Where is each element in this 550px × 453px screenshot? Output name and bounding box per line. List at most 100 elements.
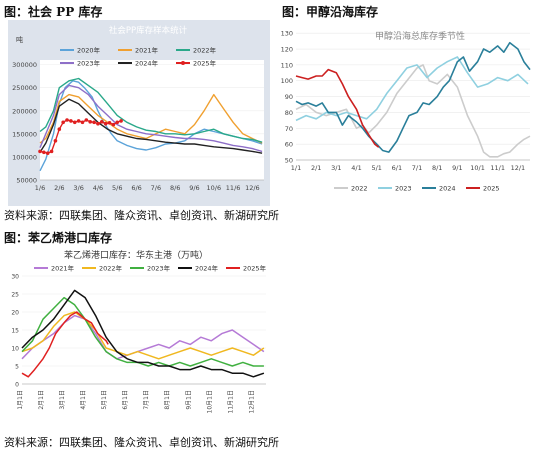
pp-chart: 50000 100000 150000 200000 250000 300000 1/6 2/…	[8, 20, 270, 206]
x-tick-label: 7/6	[151, 184, 161, 192]
y-axis-label: 吨	[16, 35, 23, 44]
plot-area	[40, 60, 264, 180]
y-tick-label: 80	[285, 109, 293, 117]
x-tick-label: 4月1日	[80, 390, 87, 410]
x-tick-label: 5/1	[371, 164, 381, 172]
legend-label-2025年: 2025年	[193, 59, 217, 68]
x-tick-label: 10/6	[206, 184, 221, 192]
legend-label-2023: 2023	[395, 185, 412, 193]
x-tick-label: 1/1	[291, 164, 301, 172]
y-tick-label: 50	[285, 157, 293, 165]
y-tick-label: 15	[11, 328, 19, 335]
y-tick-label: 120	[281, 46, 293, 54]
y-tick-label: 100000	[12, 153, 37, 161]
series-line-2021年	[39, 93, 263, 144]
x-tick-label: 4/6	[93, 184, 103, 192]
x-tick-label: 12月1日	[248, 390, 255, 413]
x-tick-label: 2月1日	[38, 390, 45, 410]
y-tick-label: 130	[281, 30, 293, 38]
x-tick-label: 11/6	[226, 184, 241, 192]
y-tick-label: 10	[11, 346, 19, 353]
x-tick-label: 11/1	[490, 164, 505, 172]
styrene-chart-svg: 0 5 10 15 20 25 30 1月1日 2月1日 3月1日 4月1日 5月1日 6月1日 7月1日…	[11, 249, 266, 413]
x-tick-label: 8月1日	[164, 390, 171, 410]
methanol-caption: 图：甲醇沿海库存	[282, 5, 379, 19]
series-point-2025年	[61, 120, 65, 125]
x-tick-label: 9月1日	[185, 390, 192, 410]
series-point-2025年	[103, 121, 108, 126]
series-point-2025年	[45, 151, 50, 156]
x-tick-label: 11月1日	[227, 390, 234, 413]
y-tick-label: 90	[285, 93, 293, 101]
series-line-2023	[295, 56, 529, 122]
x-tick-label: 3月1日	[59, 390, 66, 410]
legend-label-2024: 2024	[439, 185, 456, 193]
x-tick-label: 6/6	[131, 184, 141, 192]
y-tick-label: 70	[285, 125, 293, 133]
series-point-2025年	[99, 120, 104, 124]
chart-title: 社会PP库存样本统计	[109, 25, 188, 36]
series-point-2025年	[119, 119, 123, 123]
x-tick-label: 10/1	[470, 164, 485, 172]
x-tick-label: 5/6	[112, 184, 122, 192]
series-point-2025年	[96, 121, 100, 126]
legend-label-2023年: 2023年	[147, 264, 171, 273]
series-line-2024年	[39, 98, 263, 154]
chart-title: 甲醇沿海总库存季节性	[375, 30, 465, 42]
y-tick-label: 25	[11, 292, 19, 299]
legend-label-2021年: 2021年	[51, 264, 75, 273]
series-line-2024年	[21, 289, 265, 378]
series-line-2025年	[39, 119, 122, 154]
x-tick-label: 2/6	[54, 184, 64, 192]
methanol-chart: 50 60 70 80 90 100 110 120 130 1/1 2/1 3/1 4/1 5/1 6/1…	[280, 20, 544, 200]
series-point-2025年	[72, 120, 77, 125]
x-tick-label: 9/1	[452, 164, 462, 172]
x-tick-label: 4/1	[351, 164, 361, 172]
legend-label-2024年: 2024年	[195, 264, 219, 273]
series-point-2025年	[69, 119, 73, 123]
styrene-chart: 0 5 10 15 20 25 30 1月1日 2月1日 3月1日 4月1日 5月1日 6月1日 7月1日…	[4, 246, 272, 426]
series-line-2025	[295, 68, 380, 148]
series-line-2020年	[39, 80, 263, 172]
x-tick-label: 2/1	[311, 164, 321, 172]
series-point-2025年	[57, 127, 62, 132]
x-tick-label: 3/6	[73, 184, 83, 192]
x-tick-label: 1月1日	[17, 390, 24, 410]
y-tick-label: 110	[281, 61, 293, 69]
series-point-2025年	[84, 118, 89, 122]
x-tick-label: 6月1日	[122, 390, 129, 410]
series-point-2025年	[92, 120, 96, 125]
legend-label-2020年: 2020年	[77, 46, 101, 55]
y-tick-label: 60	[285, 141, 293, 149]
series-point-2025年	[107, 120, 112, 125]
series-point-2025年	[76, 119, 81, 123]
series-line-2024	[295, 41, 531, 153]
series-point-2025年	[38, 149, 42, 154]
legend-label-2023年: 2023年	[77, 59, 101, 68]
legend-label-2025: 2025	[483, 185, 500, 193]
x-tick-label: 12/1	[511, 164, 526, 172]
y-tick-label: 0	[15, 382, 19, 389]
y-tick-label: 30	[11, 274, 19, 281]
y-tick-label: 200000	[12, 107, 37, 115]
legend-marker-2025年	[181, 61, 185, 65]
x-tick-label: 8/1	[432, 164, 442, 172]
series-point-2025年	[49, 149, 54, 154]
x-tick-label: 6/1	[392, 164, 402, 172]
x-tick-label: 7/1	[412, 164, 422, 172]
legend-label-2024年: 2024年	[135, 59, 159, 68]
series-point-2025年	[42, 150, 46, 155]
pp-chart-svg: 50000 100000 150000 200000 250000 300000 1/6 2/…	[12, 25, 264, 192]
legend-label-2021年: 2021年	[135, 46, 159, 55]
y-tick-label: 20	[11, 310, 19, 317]
x-tick-label: 1/6	[35, 184, 45, 192]
legend-label-2022年: 2022年	[193, 46, 217, 55]
x-tick-label: 3/1	[331, 164, 341, 172]
series-point-2025年	[115, 120, 120, 125]
series-point-2025年	[88, 120, 93, 124]
series-point-2025年	[65, 118, 69, 122]
x-tick-label: 9/6	[189, 184, 199, 192]
series-point-2025年	[53, 138, 58, 143]
series-line-2023年	[39, 84, 263, 153]
y-tick-label: 250000	[12, 84, 37, 92]
